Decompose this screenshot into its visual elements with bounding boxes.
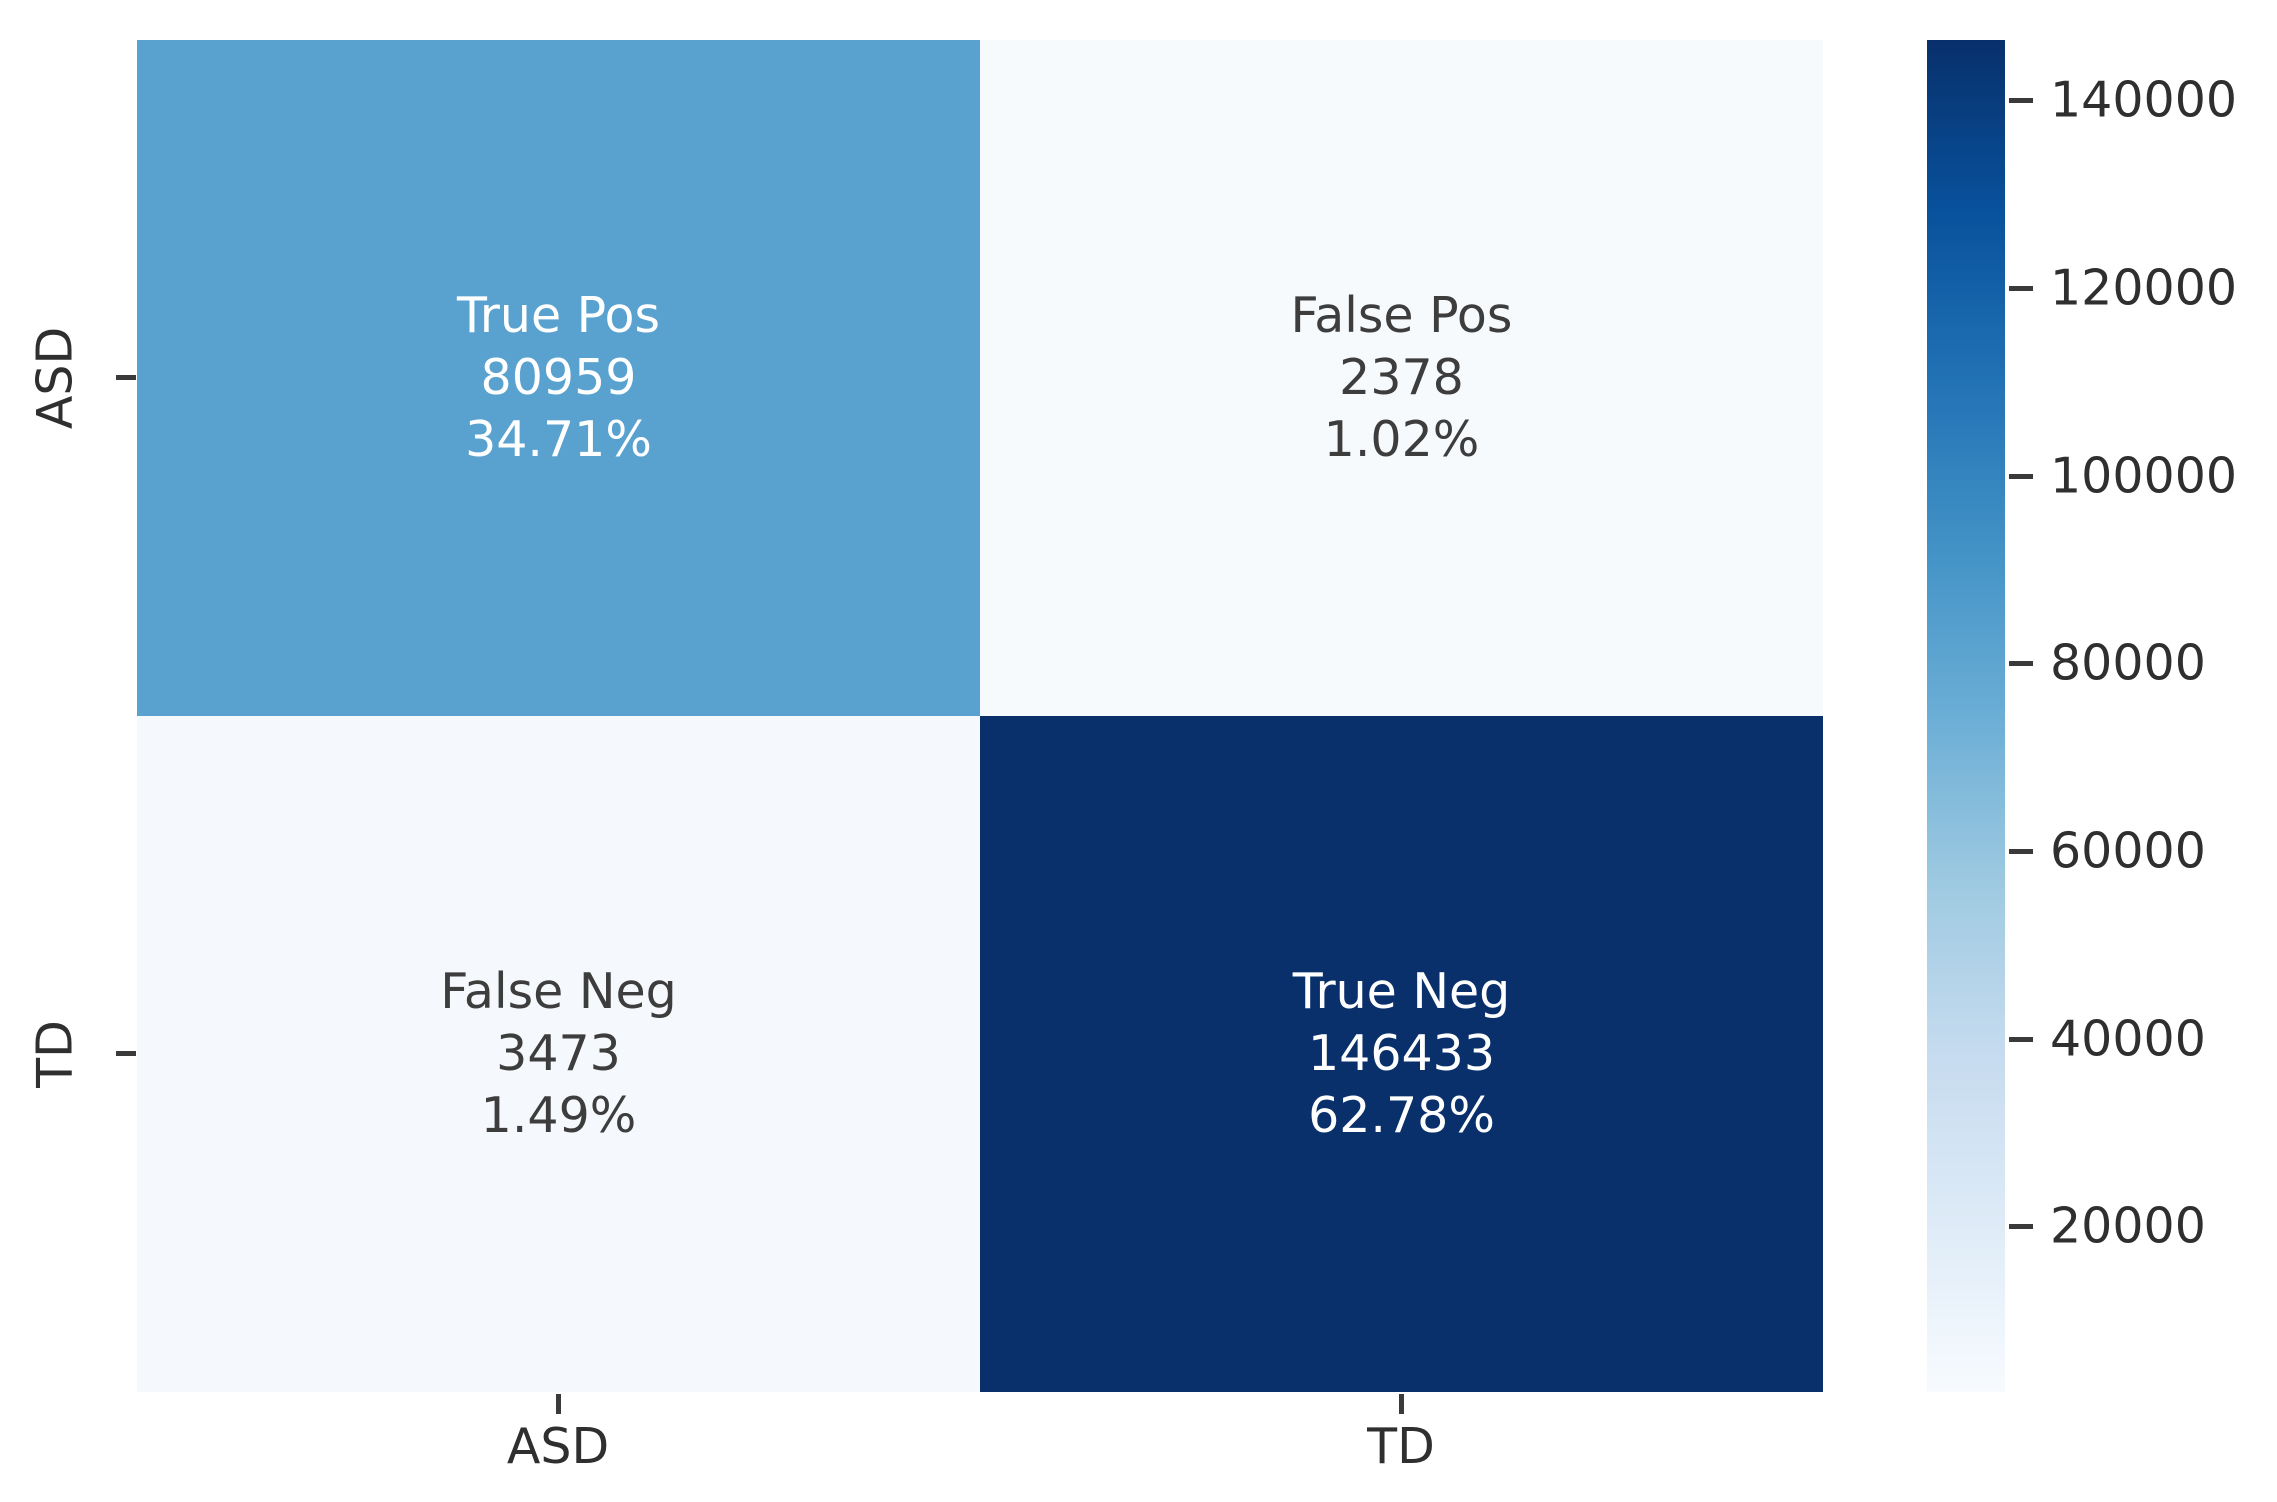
- colorbar-gradient: [1927, 40, 2005, 1392]
- cell-label: True Neg: [1292, 963, 1511, 1020]
- cell-percent: 1.02%: [1323, 411, 1480, 468]
- cell-label: True Pos: [457, 287, 660, 344]
- cell-false-pos: False Pos 2378 1.02%: [980, 40, 1823, 716]
- cell-count: 3473: [496, 1025, 621, 1082]
- cell-count: 2378: [1339, 349, 1464, 406]
- colorbar-tick-label: 60000: [2050, 822, 2206, 880]
- colorbar-tick-label: 140000: [2050, 71, 2238, 129]
- colorbar-tick-mark: [2009, 285, 2033, 291]
- colorbar-tick-mark: [2009, 1036, 2033, 1042]
- colorbar-tick-mark: [2009, 98, 2033, 104]
- colorbar-tick-label: 80000: [2050, 634, 2206, 692]
- colorbar-tick-label: 40000: [2050, 1010, 2206, 1068]
- y-tick-mark-td: [116, 1051, 136, 1056]
- colorbar-tick-mark: [2009, 473, 2033, 479]
- colorbar-tick-mark: [2009, 1224, 2033, 1230]
- cell-true-pos: True Pos 80959 34.71%: [137, 40, 980, 716]
- cell-label: False Neg: [440, 963, 677, 1020]
- cell-false-neg: False Neg 3473 1.49%: [137, 716, 980, 1392]
- colorbar-tick-mark: [2009, 848, 2033, 854]
- x-tick-label-asd: ASD: [506, 1418, 610, 1475]
- colorbar-tick-mark: [2009, 661, 2033, 667]
- colorbar-tick-area: 140000 120000 100000 80000 60000 40000 2…: [2005, 40, 2277, 1392]
- cell-percent: 1.49%: [480, 1087, 637, 1144]
- y-tick-label-td: TD: [26, 1020, 84, 1088]
- colorbar-tick-label: 120000: [2050, 259, 2238, 317]
- y-tick-mark-asd: [116, 375, 136, 380]
- x-tick-label-td: TD: [1367, 1418, 1435, 1475]
- heatmap-plot-area: True Pos 80959 34.71% False Pos 2378 1.0…: [137, 40, 1823, 1392]
- colorbar-tick-label: 20000: [2050, 1197, 2206, 1255]
- cell-label: False Pos: [1290, 287, 1513, 344]
- x-tick-mark-asd: [556, 1394, 561, 1414]
- cell-count: 80959: [480, 349, 637, 406]
- y-tick-label-asd: ASD: [26, 326, 84, 430]
- cell-count: 146433: [1307, 1025, 1496, 1082]
- colorbar-tick-label: 100000: [2050, 447, 2238, 505]
- cell-percent: 62.78%: [1308, 1087, 1495, 1144]
- cell-percent: 34.71%: [465, 411, 652, 468]
- cell-true-neg: True Neg 146433 62.78%: [980, 716, 1823, 1392]
- x-tick-mark-td: [1399, 1394, 1404, 1414]
